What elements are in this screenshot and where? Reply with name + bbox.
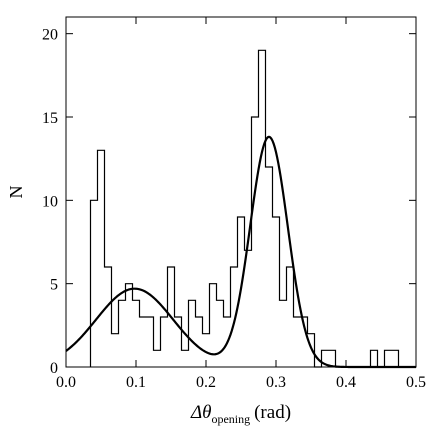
x-axis-label-symbol: Δθ <box>190 402 211 423</box>
y-axis-ticks: 0 5 10 15 20 <box>42 27 416 377</box>
x-axis-label-subscript: opening <box>211 412 250 426</box>
x-tick-label: 0.4 <box>336 374 356 391</box>
x-axis-ticks: 0.0 0.1 0.2 0.3 0.4 0.5 <box>56 17 426 391</box>
y-tick-label: 5 <box>50 277 58 294</box>
x-axis-label-unit: (rad) <box>254 402 291 423</box>
x-tick-label: 0.3 <box>266 374 286 391</box>
histogram-bars <box>89 49 406 368</box>
y-tick-label: 20 <box>42 27 58 44</box>
x-tick-label: 0.5 <box>406 374 426 391</box>
y-tick-label: 15 <box>42 110 58 127</box>
y-tick-label: 0 <box>50 360 58 377</box>
x-axis-label: Δθopening (rad) <box>190 402 291 426</box>
y-axis-label: N <box>6 186 26 199</box>
plot-frame <box>65 16 417 368</box>
y-tick-label: 10 <box>42 193 58 210</box>
x-tick-label: 0.2 <box>196 374 216 391</box>
x-tick-label: 0.1 <box>126 374 146 391</box>
double-gaussian-fit-curve <box>65 135 416 369</box>
x-tick-label: 0.0 <box>56 374 76 391</box>
